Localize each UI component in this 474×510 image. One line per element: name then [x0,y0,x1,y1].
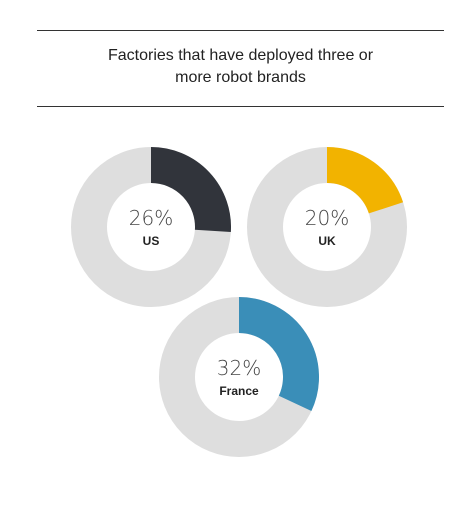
donut-uk-label: UK [318,234,336,248]
donut-uk-segment [326,147,404,215]
donut-france-label: France [219,384,259,398]
donut-uk-percent: 20% [304,206,350,230]
donut-uk: 20% UK [247,147,407,307]
title-bottom-rule [37,106,444,107]
donut-us-segment [150,147,231,233]
donut-france-segment [238,297,319,412]
chart-title-line-2: more robot brands [175,69,306,86]
donut-france-svg [159,297,319,457]
chart-title: Factories that have deployed three or mo… [37,45,444,89]
donut-france: 32% France [159,297,319,457]
donut-france-percent: 32% [216,356,262,380]
donut-us: 26% US [71,147,231,307]
donut-us-percent: 26% [128,206,174,230]
donut-us-label: US [142,234,160,248]
chart-title-line-1: Factories that have deployed three or [107,47,374,64]
title-top-rule [37,30,444,31]
donut-us-svg [71,147,231,307]
donut-uk-svg [247,147,407,307]
